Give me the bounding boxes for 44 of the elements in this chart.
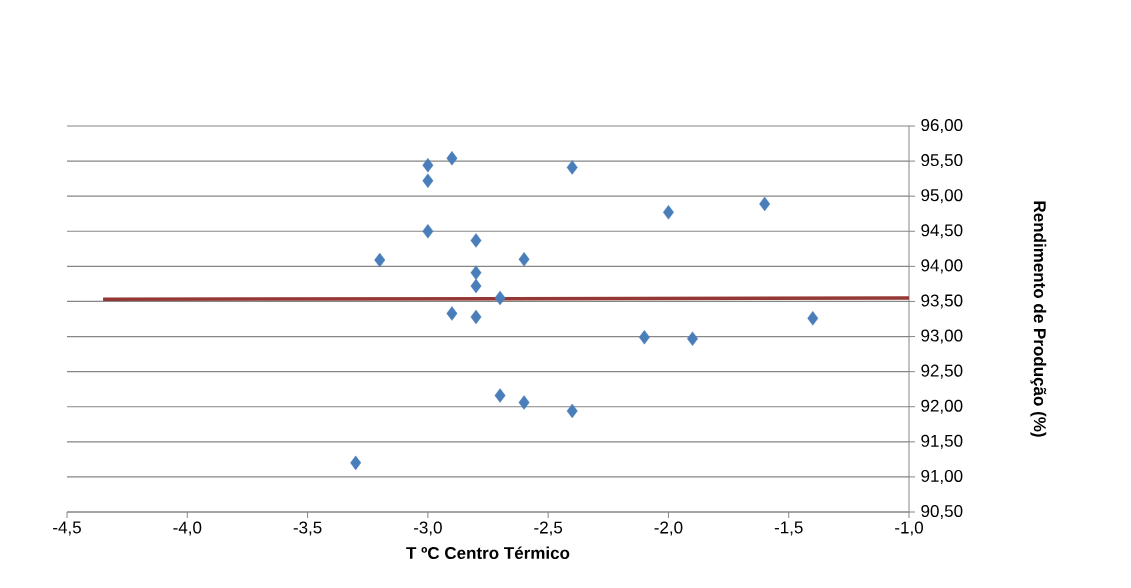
point xyxy=(566,160,578,175)
point xyxy=(807,311,819,326)
x-tick-label: -4,0 xyxy=(173,521,202,536)
point xyxy=(518,395,530,410)
x-tick-label: -3,5 xyxy=(293,521,322,536)
y-tick-label: 95,00 xyxy=(921,189,963,204)
point xyxy=(374,252,386,268)
point xyxy=(470,233,482,248)
point xyxy=(446,151,458,166)
point xyxy=(422,224,434,239)
point xyxy=(470,265,482,280)
x-tick-label: -1,5 xyxy=(774,521,803,536)
x-tick-label: -4,5 xyxy=(53,521,81,536)
point xyxy=(759,196,771,212)
point xyxy=(518,252,530,267)
y-tick-label: 92,50 xyxy=(921,364,963,379)
y-tick-label: 93,00 xyxy=(921,329,963,344)
point xyxy=(566,403,578,419)
point xyxy=(470,309,482,325)
point xyxy=(638,330,650,345)
point xyxy=(446,306,458,321)
y-tick-label: 92,00 xyxy=(921,399,963,414)
point xyxy=(470,278,482,294)
y-tick-label: 95,50 xyxy=(921,154,963,169)
y-tick-label: 94,50 xyxy=(921,224,963,239)
y-tick-label: 90,50 xyxy=(921,504,963,520)
y-tick-label: 94,00 xyxy=(921,259,963,274)
x-tick-label: -2,5 xyxy=(534,521,563,536)
y-tick-label: 96,00 xyxy=(921,118,963,134)
y-tick-label: 91,00 xyxy=(921,469,963,484)
point xyxy=(494,290,506,306)
point xyxy=(687,331,698,346)
y-axis-title: Rendimento de Produção (%) xyxy=(1030,201,1047,437)
point xyxy=(494,388,506,403)
x-axis-title: T ºC Centro Térmico xyxy=(406,546,570,560)
point xyxy=(662,205,674,220)
x-tick-label: -3,0 xyxy=(413,521,442,536)
y-tick-label: 91,50 xyxy=(921,434,963,449)
x-tick-label: -2,0 xyxy=(654,521,683,536)
point xyxy=(422,158,434,173)
x-tick-label: -1,0 xyxy=(895,521,923,536)
point xyxy=(350,455,362,471)
point xyxy=(422,173,434,188)
y-tick-label: 93,50 xyxy=(921,294,963,309)
